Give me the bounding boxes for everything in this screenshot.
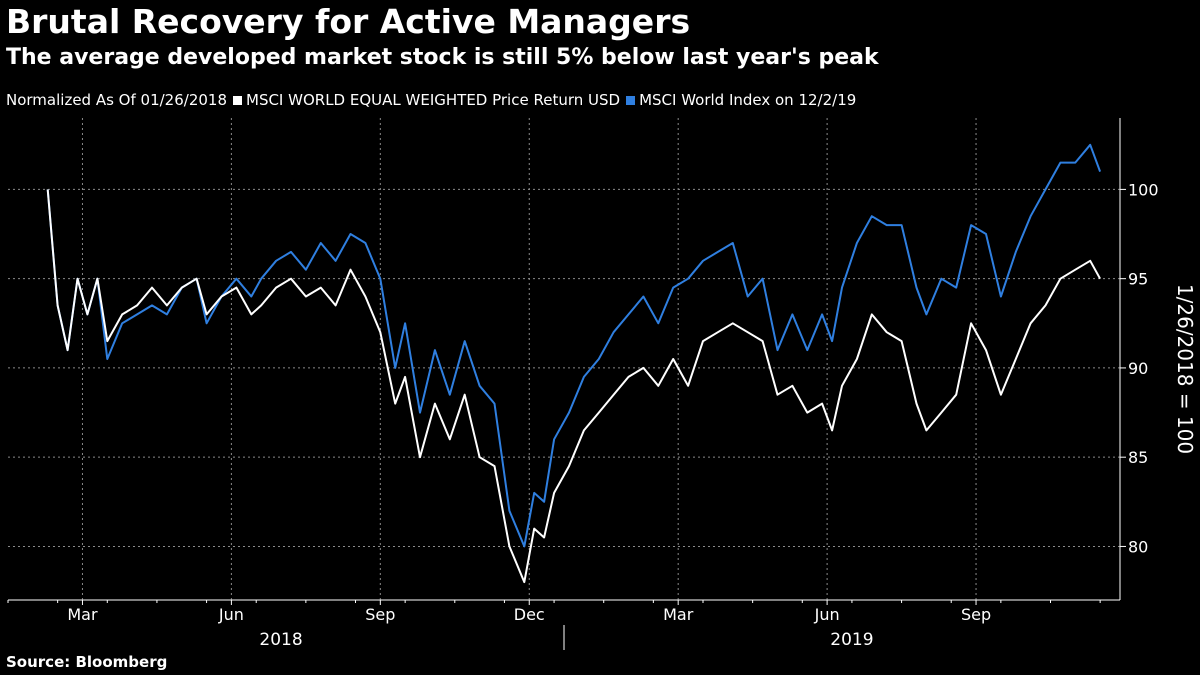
y-tick-label: 90 <box>1128 359 1148 378</box>
x-tick-label: Jun <box>814 605 840 624</box>
chart-title: Brutal Recovery for Active Managers <box>6 2 691 41</box>
legend-note: Normalized As Of 01/26/2018 <box>6 91 227 109</box>
legend-swatch-equal-weighted <box>233 95 242 105</box>
x-tick-label: Mar <box>67 605 98 624</box>
x-tick-label: Sep <box>961 605 991 624</box>
source-note: Source: Bloomberg <box>6 653 168 671</box>
y-axis-label: 1/26/2018 = 100 <box>1173 284 1197 454</box>
x-year-label: 2019 <box>830 630 873 650</box>
x-tick-label: Dec <box>514 605 545 624</box>
series-line-equal-weighted <box>46 189 1101 584</box>
x-tick-label: Jun <box>218 605 244 624</box>
legend: Normalized As Of 01/26/2018 MSCI WORLD E… <box>6 91 856 109</box>
y-tick-label: 100 <box>1128 180 1159 199</box>
legend-swatch-msci-world <box>626 95 636 105</box>
y-tick-label: 80 <box>1128 537 1148 556</box>
x-tick-label: Sep <box>365 605 395 624</box>
x-tick-label: Mar <box>663 605 694 624</box>
chart-subtitle: The average developed market stock is st… <box>6 45 879 70</box>
legend-label-equal-weighted: MSCI WORLD EQUAL WEIGHTED Price Return U… <box>246 91 621 109</box>
y-tick-label: 95 <box>1128 270 1148 289</box>
y-tick-label: 85 <box>1128 448 1148 467</box>
series-line-msci-world <box>46 143 1102 548</box>
legend-label-msci-world: MSCI World Index on 12/2/19 <box>639 91 857 109</box>
x-year-label: 2018 <box>259 630 302 650</box>
